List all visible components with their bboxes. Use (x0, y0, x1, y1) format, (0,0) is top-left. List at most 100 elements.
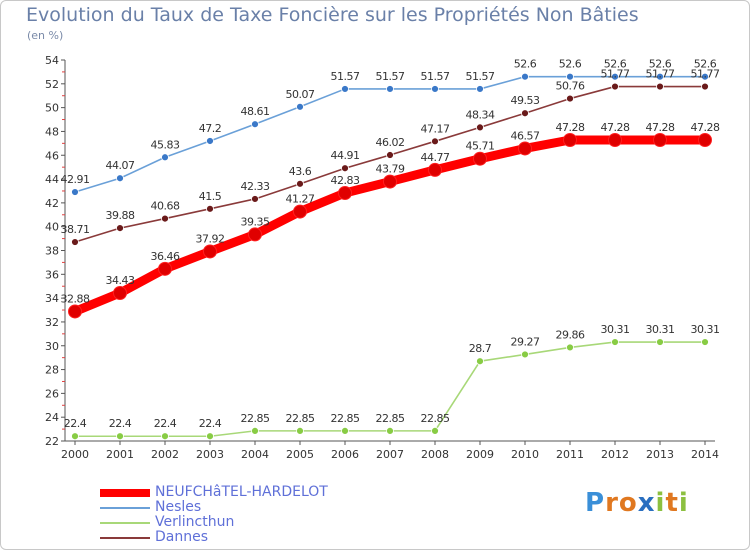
y-tick-label: 38 (45, 245, 59, 258)
data-point (476, 357, 484, 366)
x-tick-label: 2012 (601, 448, 629, 461)
data-label: 51.57 (331, 70, 360, 83)
data-point (251, 426, 259, 435)
data-point (428, 162, 442, 177)
data-point (566, 72, 574, 81)
y-tick-label: 40 (45, 221, 59, 234)
data-label: 51.77 (691, 68, 720, 81)
legend-swatch-nesles (100, 507, 150, 509)
data-label: 38.71 (61, 223, 90, 236)
data-label: 51.57 (466, 70, 495, 83)
y-tick-label: 24 (45, 411, 59, 424)
data-label: 28.7 (469, 342, 492, 355)
y-tick-label: 26 (45, 387, 59, 400)
x-tick-label: 2007 (376, 448, 404, 461)
data-label: 34.43 (106, 274, 135, 287)
x-tick-label: 2005 (286, 448, 314, 461)
data-label: 22.4 (64, 417, 87, 430)
data-label: 22.85 (376, 412, 405, 425)
logo-letter: r (605, 488, 619, 518)
data-point (701, 82, 709, 91)
x-tick-label: 2009 (466, 448, 494, 461)
data-label: 22.85 (421, 412, 450, 425)
data-point (566, 94, 574, 103)
data-label: 49.53 (511, 94, 540, 107)
y-tick-label: 32 (45, 316, 59, 329)
data-point (653, 133, 667, 148)
data-point (341, 85, 349, 93)
data-point (296, 426, 304, 435)
logo-letter: o (618, 488, 638, 518)
data-point (473, 151, 487, 166)
legend-label: Nesles (155, 499, 202, 515)
data-point (476, 123, 484, 132)
y-tick-label: 54 (45, 54, 59, 67)
data-label: 52.6 (694, 58, 717, 71)
data-point (158, 261, 172, 276)
data-point (296, 102, 304, 111)
data-label: 47.2 (199, 122, 222, 135)
data-label: 42.91 (61, 173, 90, 186)
data-point (248, 227, 262, 242)
data-point (518, 141, 532, 156)
data-point (521, 109, 529, 118)
legend-label: Dannes (155, 529, 209, 545)
data-label: 43.6 (289, 165, 312, 178)
x-tick-label: 2006 (331, 448, 359, 461)
data-label: 44.91 (331, 149, 360, 162)
data-point (386, 426, 394, 435)
y-tick-label: 48 (45, 125, 59, 138)
data-label: 51.57 (421, 70, 450, 83)
data-point (296, 179, 304, 188)
data-point (251, 195, 259, 203)
data-point (116, 174, 124, 183)
data-label: 47.17 (421, 122, 450, 135)
data-point (206, 432, 214, 441)
data-point (161, 214, 169, 223)
legend-swatch-neufchatel (100, 489, 150, 497)
data-label: 44.07 (106, 159, 135, 172)
data-point (701, 72, 709, 81)
data-point (206, 204, 214, 213)
y-tick-label: 36 (45, 268, 59, 281)
data-label: 52.6 (604, 58, 627, 71)
data-label: 36.46 (151, 250, 180, 263)
data-label: 22.4 (154, 417, 177, 430)
data-point (563, 133, 577, 148)
x-tick-label: 2000 (61, 448, 89, 461)
data-label: 46.57 (511, 129, 540, 142)
data-label: 22.4 (109, 417, 132, 430)
data-label: 37.92 (196, 232, 225, 245)
y-tick-label: 44 (45, 173, 59, 186)
logo-letter: t (665, 488, 679, 518)
x-tick-label: 2010 (511, 448, 539, 461)
data-point (71, 188, 79, 196)
data-label: 41.27 (286, 193, 315, 206)
data-label: 47.28 (601, 121, 630, 134)
data-label: 42.83 (331, 174, 360, 187)
data-label: 51.77 (646, 68, 675, 81)
data-label: 40.68 (151, 200, 180, 213)
data-point (386, 151, 394, 159)
data-label: 42.33 (241, 180, 270, 193)
data-point (293, 204, 307, 219)
x-tick-label: 2014 (691, 448, 719, 461)
proxiti-logo: Proxiti (585, 488, 689, 518)
data-label: 22.85 (331, 412, 360, 425)
x-tick-label: 2004 (241, 448, 269, 461)
y-tick-label: 22 (45, 435, 59, 448)
data-point (116, 224, 124, 233)
x-tick-label: 2011 (556, 448, 584, 461)
data-label: 30.31 (646, 323, 675, 336)
data-label: 50.76 (556, 80, 585, 93)
data-point (476, 85, 484, 93)
chart-title: Evolution du Taux de Taxe Foncière sur l… (26, 4, 639, 26)
data-label: 47.28 (691, 121, 720, 134)
data-point (698, 133, 712, 148)
data-label: 43.79 (376, 163, 405, 176)
data-label: 48.34 (466, 108, 495, 121)
data-label: 45.71 (466, 140, 495, 153)
data-label: 46.02 (376, 136, 405, 149)
